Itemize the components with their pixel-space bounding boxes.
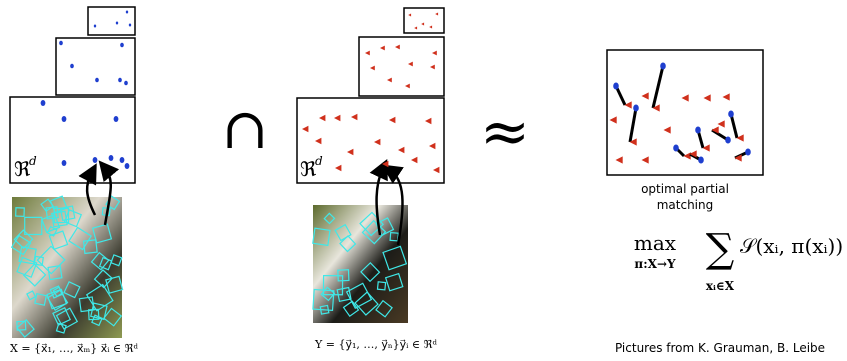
operator: ≈ xyxy=(480,97,530,167)
feature-point xyxy=(70,64,74,69)
operator: ∩ xyxy=(222,97,269,162)
pyramid-box xyxy=(404,8,444,33)
feature-point xyxy=(120,157,125,163)
feature-point xyxy=(120,43,124,48)
space-exponent: d xyxy=(29,154,37,168)
set-formula: X = {x⃗₁, …, x⃗ₘ} x⃗ᵢ ∈ ℜᵈ xyxy=(10,342,139,355)
caption: matching xyxy=(657,198,714,212)
caption: optimal partial xyxy=(641,182,729,196)
sum-subscript: xᵢ∈X xyxy=(706,279,735,293)
set-formula: Y = {y⃗₁, …, y⃗ₙ}y⃗ᵢ ∈ ℜᵈ xyxy=(314,338,437,351)
feature-point xyxy=(124,81,128,86)
feature-point xyxy=(59,41,63,46)
feature-point xyxy=(745,149,751,156)
feature-point xyxy=(109,155,114,161)
space-exponent: d xyxy=(315,154,323,168)
feature-point xyxy=(698,157,704,164)
sum-operator: ∑ xyxy=(706,226,735,272)
feature-point xyxy=(728,111,734,118)
feature-point xyxy=(673,145,679,152)
feature-point xyxy=(118,78,122,83)
feature-point xyxy=(95,78,99,83)
feature-point xyxy=(660,63,666,70)
page: ℜ d X = {x⃗₁, …, x⃗ₘ} x⃗ᵢ ∈ ℜᵈ ∩ ℜ d Y =… xyxy=(0,0,847,361)
feature-point xyxy=(633,105,639,112)
feature-point xyxy=(93,157,98,163)
feature-point xyxy=(613,83,619,90)
feature-point xyxy=(125,163,130,169)
feature-point xyxy=(725,137,731,144)
max-operator: max xyxy=(634,231,677,255)
feature-point xyxy=(62,116,67,122)
feature-point xyxy=(41,100,46,106)
feature-point xyxy=(695,127,701,134)
feature-point xyxy=(129,24,131,27)
feature-point xyxy=(62,160,67,166)
objective-term: 𝒮(xᵢ, π(xᵢ)) xyxy=(740,234,843,258)
feature-point xyxy=(126,11,128,14)
feature-point xyxy=(114,116,119,122)
feature-point xyxy=(94,25,96,28)
figure: ℜ d X = {x⃗₁, …, x⃗ₘ} x⃗ᵢ ∈ ℜᵈ ∩ ℜ d Y =… xyxy=(0,0,847,361)
feature-point xyxy=(116,22,118,25)
max-subscript: π:X→Y xyxy=(634,257,676,271)
credit: Pictures from K. Grauman, B. Leibe xyxy=(615,341,825,355)
